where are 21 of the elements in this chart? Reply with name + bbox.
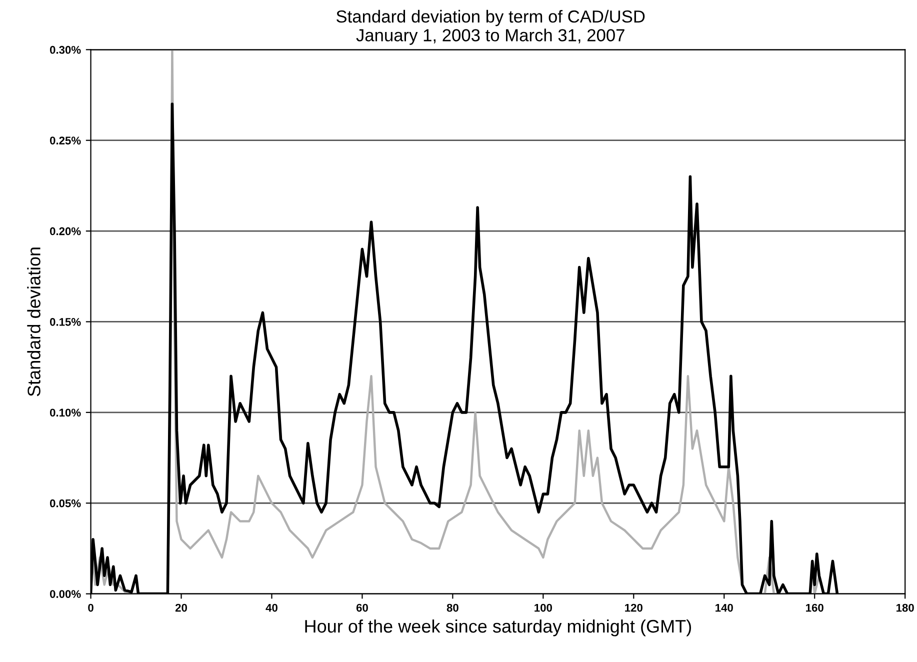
x-tick-label: 60 [356,604,368,612]
x-axis-title: Hour of the week since saturday midnight (GMT) [305,619,691,636]
y-tick-label: 0.05% [50,499,81,508]
y-tick-label: 0.10% [50,408,81,417]
y-axis-title: Standard deviation [27,248,40,396]
y-tick-label: 0.15% [50,318,81,326]
chart-subtitle: January 1, 2003 to March 31, 2007 [356,28,624,45]
x-tick-label: 120 [625,604,642,612]
x-tick-label: 0 [88,604,94,612]
x-tick-label: 20 [175,604,187,612]
chart-title: Standard deviation by term of CAD/USD [336,10,645,26]
y-tick-label: 0.00% [50,590,81,598]
x-tick-label: 40 [266,604,278,612]
x-tick-label: 100 [534,604,552,612]
y-tick-label: 0.30% [50,46,81,54]
x-tick-label: 160 [806,604,824,612]
y-tick-label: 0.20% [50,227,81,236]
x-tick-label: 80 [446,604,458,612]
x-tick-label: 140 [716,604,733,612]
x-tick-label: 180 [896,604,914,612]
y-tick-label: 0.25% [50,136,81,144]
